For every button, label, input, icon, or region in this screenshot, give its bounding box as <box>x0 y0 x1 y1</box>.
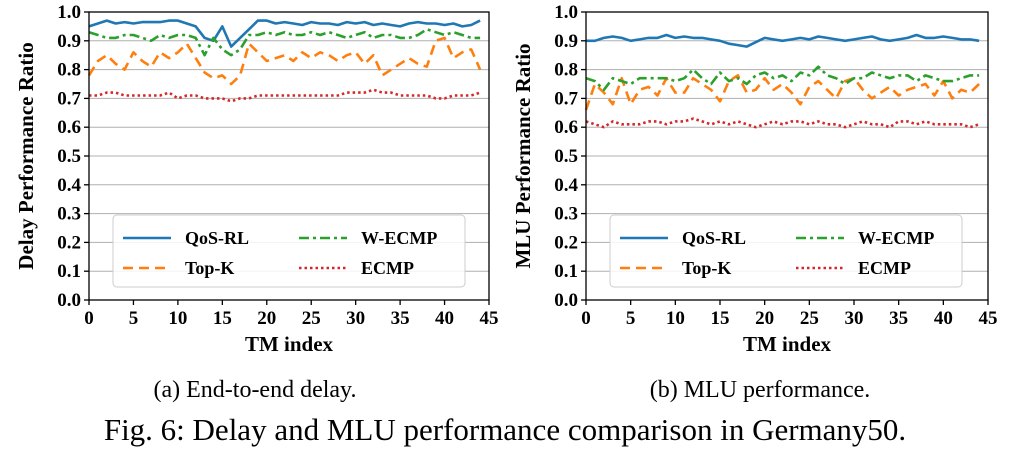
y-tick-label: 0.5 <box>57 146 81 167</box>
x-tick-label: 40 <box>435 308 454 329</box>
series-line-ecmp <box>89 88 481 103</box>
subcaption-b: (b) MLU performance. <box>650 377 871 403</box>
x-tick-label: 20 <box>257 308 276 329</box>
x-tick-label: 35 <box>889 308 908 329</box>
y-tick-label: 0.4 <box>554 175 578 196</box>
x-tick-label: 5 <box>626 308 636 329</box>
y-tick-label: 0.9 <box>554 31 578 52</box>
y-tick-label: 0.6 <box>57 117 81 138</box>
x-tick-label: 10 <box>168 308 187 329</box>
x-tick-label: 45 <box>480 308 499 329</box>
y-tick-label: 0.1 <box>554 261 578 282</box>
y-axis-label: MLU Performance Ratio <box>511 43 535 268</box>
x-tick-label: 10 <box>666 308 685 329</box>
x-tick-label: 25 <box>800 308 819 329</box>
y-tick-label: 0.1 <box>57 261 81 282</box>
y-tick-label: 0.3 <box>57 204 81 225</box>
subcaption-a: (a) End-to-end delay. <box>153 377 356 403</box>
panel-b: 0.0 0.1 0.2 0.3 0.4 0.5 0.6 0.7 0.8 0.9 1.0 0 5 10 15 2… <box>511 2 998 356</box>
y-tick-label: 0.3 <box>554 204 578 225</box>
legend <box>112 214 466 288</box>
series-line-top-k <box>584 74 980 111</box>
y-tick-label: 0.7 <box>554 88 578 109</box>
y-tick-label: 0.8 <box>554 60 578 81</box>
x-tick-label: 30 <box>845 308 864 329</box>
legend-label-top-k: Top-K <box>682 258 731 278</box>
x-tick-label: 15 <box>213 308 232 329</box>
legend-label-ecmp: ECMP <box>858 258 911 278</box>
series-line-qos-rl <box>88 19 481 48</box>
legend-label-qos-rl: QoS-RL <box>185 228 249 248</box>
x-axis-label: TM index <box>245 332 334 356</box>
y-tick-label: 1.0 <box>554 2 578 23</box>
y-axis-label: Delay Performance Ratio <box>14 42 38 269</box>
x-tick-label: 40 <box>934 308 953 329</box>
series-line-ecmp <box>585 117 980 129</box>
legend <box>609 214 963 288</box>
x-tick-label: 0 <box>581 308 591 329</box>
panel-a: 0.0 0.1 0.2 0.3 0.4 0.5 0.6 0.7 0.8 0.9 1.0 0 5 10 15 2… <box>14 2 499 356</box>
legend-label-w-ecmp: W-ECMP <box>858 228 934 248</box>
y-tick-label: 0.5 <box>554 146 578 167</box>
y-tick-label: 0.4 <box>57 175 81 196</box>
series-line-w-ecmp <box>585 65 980 92</box>
x-tick-label: 20 <box>755 308 774 329</box>
legend-label-ecmp: ECMP <box>361 258 414 278</box>
y-tick-label: 0.9 <box>57 31 81 52</box>
x-tick-label: 0 <box>84 308 94 329</box>
x-tick-label: 35 <box>391 308 410 329</box>
y-tick-label: 0.2 <box>554 232 578 253</box>
legend-label-top-k: Top-K <box>185 258 234 278</box>
x-tick-label: 15 <box>711 308 730 329</box>
y-tick-label: 0.2 <box>57 232 81 253</box>
x-axis-label: TM index <box>743 332 832 356</box>
series-line-w-ecmp <box>88 27 481 57</box>
x-tick-label: 30 <box>346 308 365 329</box>
x-tick-label: 5 <box>129 308 139 329</box>
series-line-qos-rl <box>586 33 980 48</box>
y-tick-label: 0.8 <box>57 60 81 81</box>
y-tick-label: 0.0 <box>57 290 81 311</box>
x-tick-label: 45 <box>979 308 998 329</box>
y-tick-label: 0.7 <box>57 88 81 109</box>
y-tick-label: 0.0 <box>554 290 578 311</box>
x-tick-label: 25 <box>302 308 321 329</box>
y-tick-label: 1.0 <box>57 2 81 23</box>
legend-label-w-ecmp: W-ECMP <box>361 228 437 248</box>
y-tick-label: 0.6 <box>554 117 578 138</box>
series-line-top-k <box>87 36 482 86</box>
legend-label-qos-rl: QoS-RL <box>682 228 746 248</box>
figure-caption: Fig. 6: Delay and MLU performance compar… <box>104 412 906 447</box>
